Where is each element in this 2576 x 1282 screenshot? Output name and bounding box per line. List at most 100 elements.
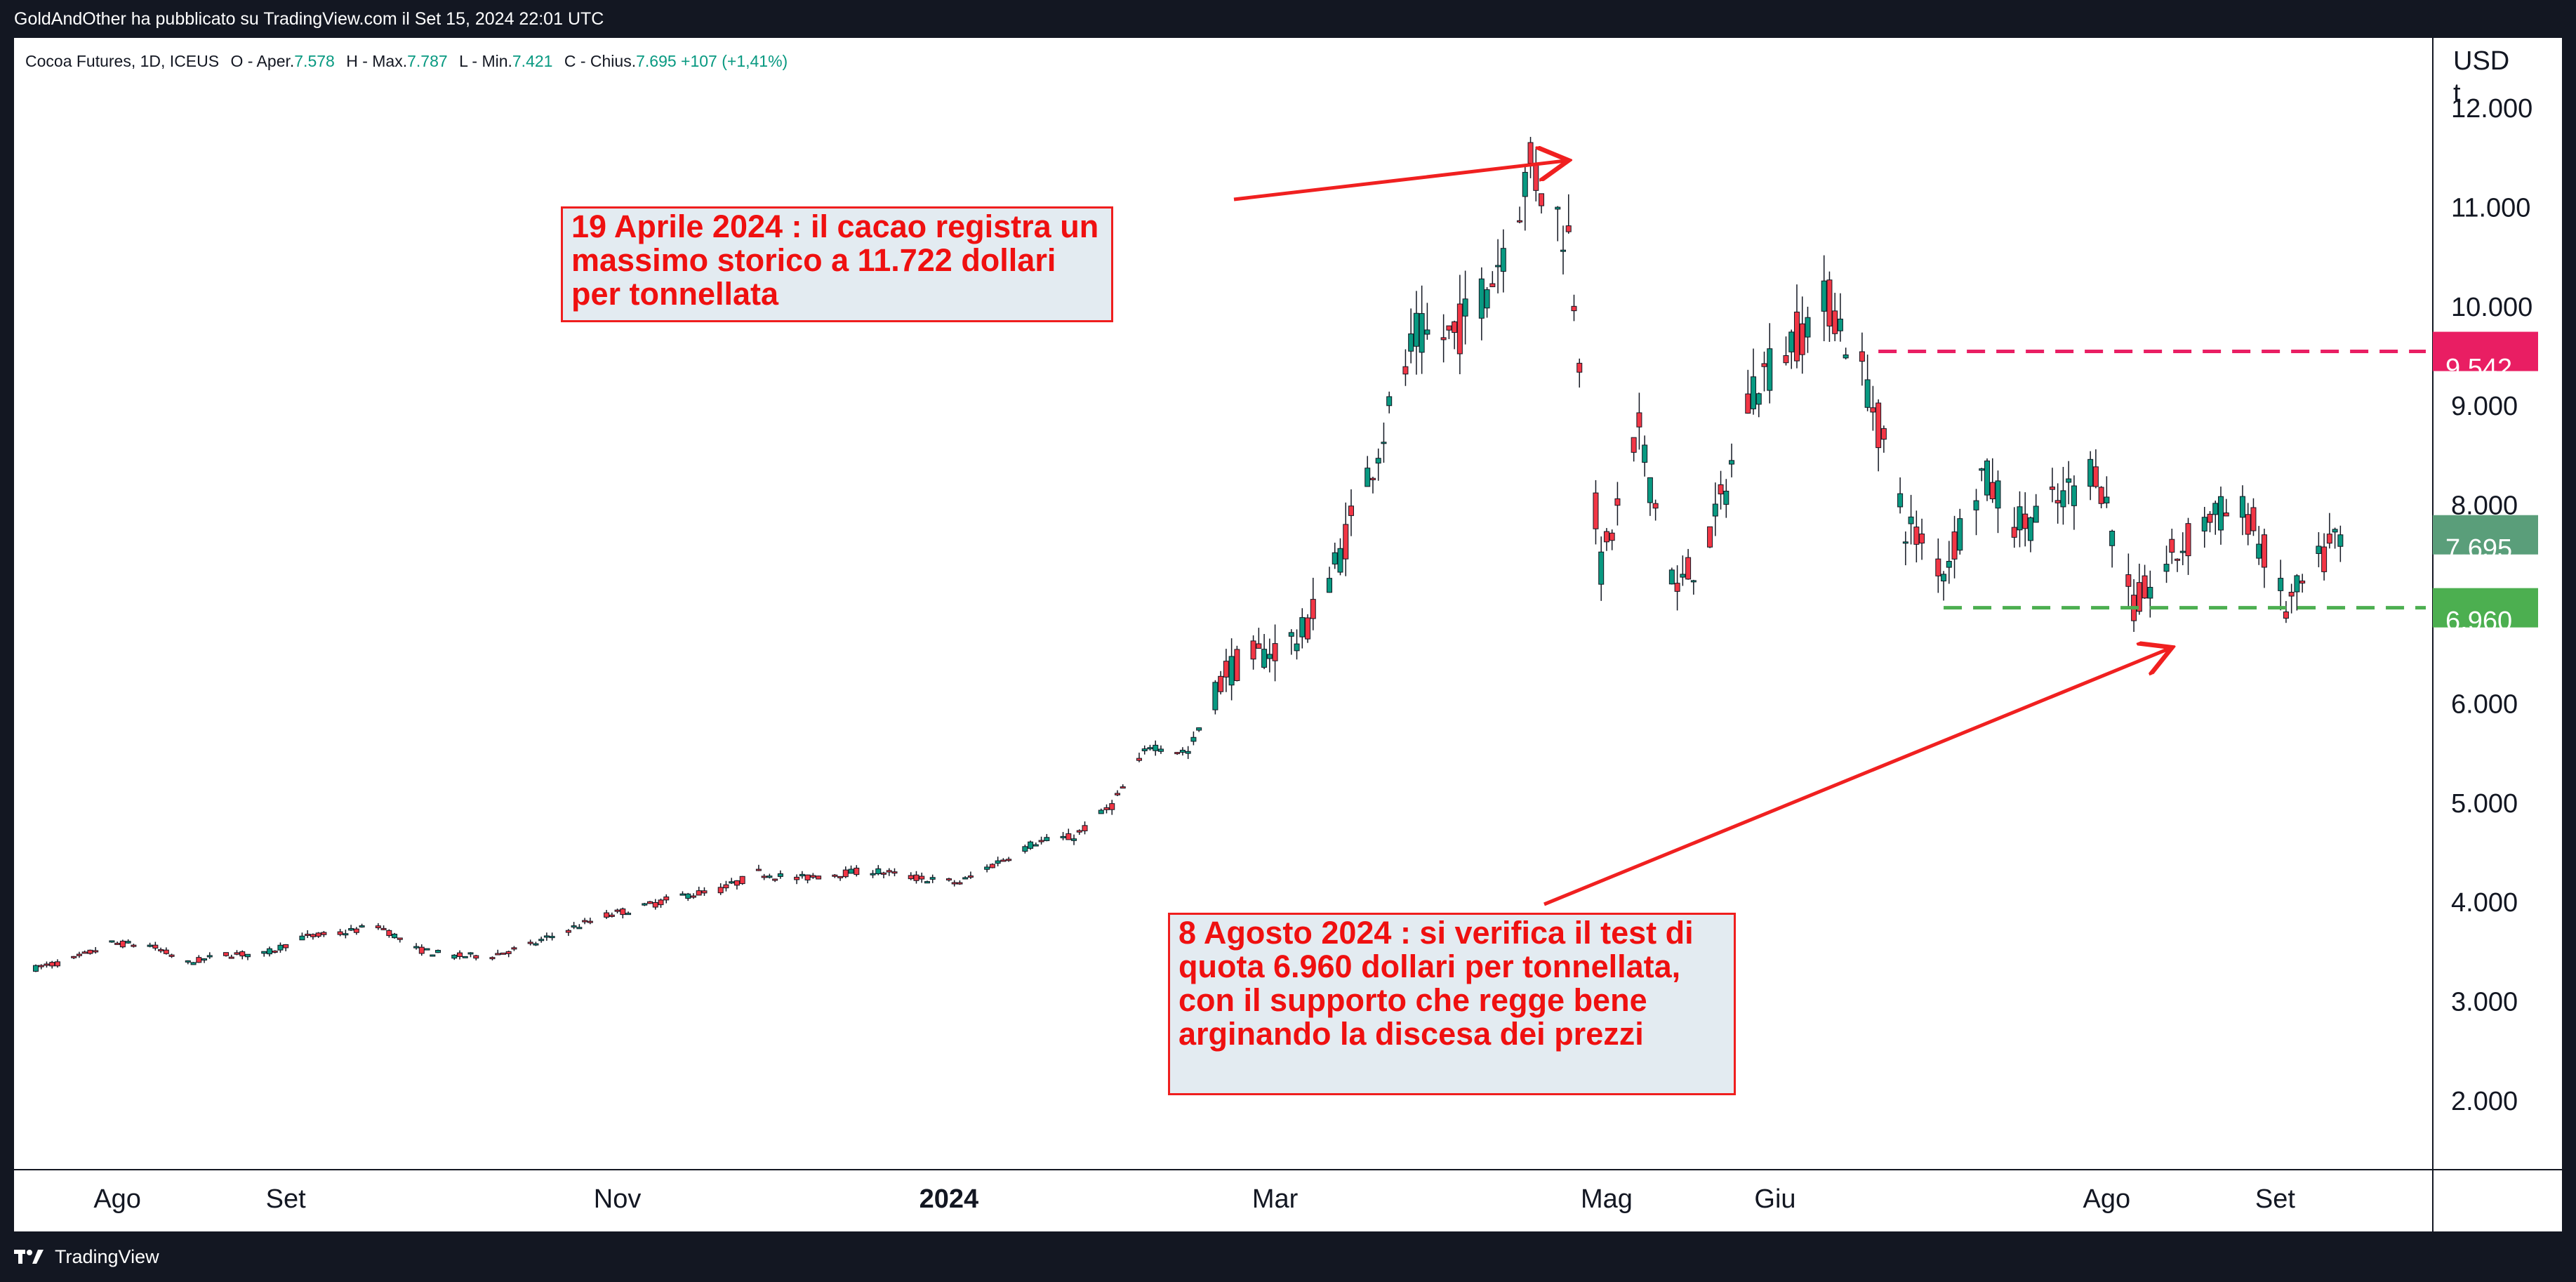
- candle-down: [315, 932, 321, 937]
- candle-up: [2060, 490, 2066, 508]
- candle-down: [1539, 193, 1545, 206]
- candle-down: [93, 950, 99, 953]
- candle-down: [2098, 487, 2104, 504]
- candle-down: [49, 962, 55, 967]
- low-value: 7.421: [512, 52, 553, 70]
- candle-up: [2212, 503, 2219, 515]
- candle-up: [1337, 548, 1343, 573]
- candle-up: [1266, 654, 1273, 659]
- candlestick-chart[interactable]: 12.00011.00010.0009.0008.0007.0006.0005.…: [14, 38, 2562, 1231]
- support-badge-bg: [2433, 588, 2538, 628]
- candle-down: [81, 951, 88, 954]
- candle-down: [1440, 337, 1447, 341]
- candle-up: [2104, 496, 2110, 503]
- candle-down: [1859, 351, 1865, 362]
- candle-up: [870, 873, 876, 875]
- candle-up: [1332, 552, 1338, 564]
- candle-down: [891, 871, 898, 874]
- candle-up: [1141, 748, 1148, 751]
- candle-down: [587, 920, 593, 923]
- candle-down: [321, 932, 327, 935]
- y-tick-label: 4.000: [2451, 888, 2518, 918]
- candle-down: [1174, 752, 1181, 755]
- candle-down: [1120, 786, 1126, 789]
- candle-down: [375, 925, 381, 929]
- last-price-badge: 7.695: [2433, 529, 2538, 569]
- candle-down: [305, 934, 311, 937]
- support-price-text: 6.960: [2445, 607, 2513, 636]
- candle-up: [875, 868, 882, 875]
- candle-down: [2175, 558, 2181, 561]
- candle-down: [228, 956, 234, 959]
- candle-up: [642, 903, 648, 906]
- peak-annotation[interactable]: 19 Aprile 2024 : il cacao registra un ma…: [561, 206, 1113, 322]
- x-tick-label: 2024: [919, 1184, 979, 1214]
- candle-down: [663, 896, 670, 901]
- candle-down: [2054, 500, 2061, 503]
- candle-down: [163, 949, 169, 954]
- candle-down: [2011, 527, 2017, 538]
- candle-down: [505, 951, 512, 954]
- candle-down: [886, 870, 892, 873]
- candle-up: [2027, 517, 2033, 541]
- candle-up: [1196, 727, 1202, 731]
- y-tick-label: 12.000: [2451, 94, 2532, 124]
- candle-up: [147, 944, 153, 947]
- candle-down: [739, 875, 745, 885]
- candle-down: [881, 872, 887, 875]
- candle-up: [766, 875, 773, 878]
- candle-down: [1006, 859, 1012, 861]
- candle-up: [1712, 503, 1718, 517]
- candle-up: [1033, 844, 1039, 847]
- candle-down: [2261, 534, 2267, 568]
- attribution-bar: GoldAndOther ha pubblicato su TradingVie…: [0, 0, 2576, 38]
- candle-down: [810, 875, 816, 878]
- candle-down: [2207, 513, 2213, 523]
- support-price-badge: 6.960: [2433, 602, 2538, 641]
- candle-up: [924, 881, 930, 884]
- candle-down: [2250, 507, 2257, 531]
- support-annotation[interactable]: 8 Agosto 2024 : si verifica il test di q…: [1168, 913, 1736, 1095]
- candle-down: [772, 878, 778, 881]
- high-label: H - Max.: [346, 52, 408, 70]
- candle-up: [1157, 748, 1164, 752]
- candle-up: [1555, 206, 1561, 210]
- candle-up: [984, 866, 990, 870]
- candle-down: [1799, 323, 1805, 355]
- candle-down: [565, 930, 571, 933]
- candle-up: [1071, 838, 1077, 841]
- candle-up: [1522, 171, 1528, 197]
- candle-down: [1935, 558, 1941, 576]
- x-tick-label: Set: [2255, 1184, 2295, 1214]
- candle-up: [533, 943, 539, 946]
- attribution-text: GoldAndOther ha pubblicato su TradingVie…: [14, 9, 604, 29]
- candle-up: [1022, 846, 1028, 852]
- candle-up: [995, 860, 1001, 864]
- candle-up: [1261, 649, 1268, 668]
- candle-up: [2201, 517, 2207, 531]
- candle-down: [1076, 830, 1082, 833]
- candle-up: [1821, 280, 1827, 312]
- candle-down: [2092, 466, 2099, 487]
- tradingview-logo-icon: [14, 1250, 44, 1264]
- candle-up: [1957, 518, 1963, 551]
- last-price-badge-bg: [2433, 515, 2538, 555]
- candle-up: [571, 925, 577, 928]
- candle-up: [1560, 249, 1566, 252]
- support-arrow: [1543, 649, 2169, 906]
- candle-up: [1729, 460, 1735, 465]
- candle-up: [1462, 298, 1468, 317]
- chart-panel[interactable]: 12.00011.00010.0009.0008.0007.0006.0005.…: [14, 38, 2562, 1231]
- candle-up: [777, 873, 783, 877]
- candle-up: [430, 954, 436, 957]
- candle-up: [1044, 837, 1050, 841]
- candle-down: [989, 864, 995, 868]
- candle-down: [2245, 514, 2251, 535]
- candle-down: [54, 961, 60, 967]
- candle-down: [945, 878, 952, 881]
- resistance-price-text: 9.542: [2445, 354, 2513, 383]
- candle-down: [2136, 582, 2142, 612]
- candle-up: [392, 933, 398, 939]
- candle-up: [299, 935, 305, 941]
- x-tick-label: Ago: [93, 1184, 141, 1214]
